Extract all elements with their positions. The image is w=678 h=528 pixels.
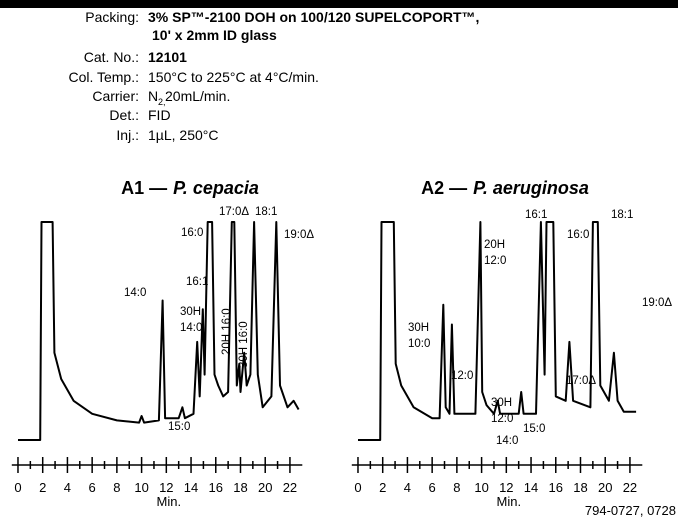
peak-label: 20H 16:0	[221, 308, 233, 355]
x-tick-label: 22	[623, 480, 637, 495]
peak-label: 19:0Δ	[642, 297, 672, 309]
field-value: 10' x 2mm ID glass	[152, 27, 277, 43]
x-tick-label: 20	[258, 480, 272, 495]
x-tick-label: 2	[39, 480, 46, 495]
peak-label: 30H	[408, 322, 429, 334]
peak-label: 12:0	[484, 255, 506, 267]
x-tick-label: 14	[524, 480, 538, 495]
peak-label: 17:0Δ	[219, 206, 249, 218]
field-label: Det.:	[109, 107, 139, 123]
field-value: 1µL, 250°C	[148, 127, 219, 143]
peak-label: 14:0	[496, 435, 518, 447]
x-tick-label: 6	[89, 480, 96, 495]
title-organism: P. aeruginosa	[473, 178, 589, 198]
peak-label: 15:0	[523, 423, 545, 435]
field-label: Carrier:	[92, 88, 139, 104]
trace	[358, 221, 637, 441]
field-label: Packing:	[85, 9, 139, 25]
x-tick-label: 0	[14, 480, 21, 495]
peak-label: 17:0Δ	[566, 375, 596, 387]
peak-label: 19:0Δ	[284, 229, 314, 241]
peak-label: 15:0	[168, 421, 190, 433]
title-organism: P. cepacia	[173, 178, 259, 198]
peak-label: 30H	[491, 397, 512, 409]
peak-label: 16:0	[567, 229, 589, 241]
x-tick-label: 2	[379, 480, 386, 495]
x-tick-label: 0	[354, 480, 361, 495]
peak-label: 16:1	[186, 276, 208, 288]
field-label: Cat. No.:	[84, 49, 139, 65]
field-label: Inj.:	[116, 127, 139, 143]
title-prefix: A1 —	[121, 178, 167, 198]
x-axis-label: Min.	[157, 494, 182, 509]
subscript: 2,	[158, 97, 166, 107]
x-tick-label: 10	[134, 480, 148, 495]
x-tick-label: 22	[283, 480, 297, 495]
peak-label: 14:0	[124, 287, 146, 299]
peak-label: 12:0	[491, 413, 513, 425]
x-tick-label: 18	[233, 480, 247, 495]
x-axis-label: Min.	[497, 494, 522, 509]
x-tick-label: 14	[184, 480, 198, 495]
x-tick-label: 8	[113, 480, 120, 495]
x-tick-label: 10	[474, 480, 488, 495]
trace	[18, 221, 300, 441]
peak-label: 14:0	[180, 322, 202, 334]
field-label: Col. Temp.:	[68, 69, 139, 85]
field-value: 20mL/min.	[165, 88, 230, 104]
field-value: 12101	[148, 49, 187, 65]
peak-label: 20H	[484, 239, 505, 251]
top-bar	[0, 0, 678, 8]
x-tick-label: 4	[404, 480, 411, 495]
x-tick-label: 20	[598, 480, 612, 495]
x-tick-label: 4	[64, 480, 71, 495]
x-tick-label: 18	[573, 480, 587, 495]
field-value: FID	[148, 107, 171, 123]
peak-label: 10:0	[408, 338, 430, 350]
peak-label: 16:0	[181, 227, 203, 239]
field-value: 150°C to 225°C at 4°C/min.	[148, 69, 319, 85]
x-tick-label: 8	[453, 480, 460, 495]
peak-label: 12:0	[451, 370, 473, 382]
peak-label: 18:1	[255, 206, 277, 218]
x-tick-label: 16	[549, 480, 563, 495]
title-prefix: A2 —	[421, 178, 467, 198]
peak-label: 30H	[180, 306, 201, 318]
field-value: 3% SP™-2100 DOH on 100/120 SUPELCOPORT™,	[148, 9, 479, 25]
chart-title: A2 — P. aeruginosa	[421, 178, 589, 198]
x-tick-label: 16	[209, 480, 223, 495]
figure-code: 794-0727, 0728	[585, 503, 676, 518]
peak-label: 16:1	[525, 209, 547, 221]
x-tick-label: 12	[499, 480, 513, 495]
field-value: N	[148, 88, 158, 104]
chart-title: A1 — P. cepacia	[121, 178, 259, 198]
peak-label: 30H 16:0	[238, 321, 250, 368]
x-tick-label: 6	[429, 480, 436, 495]
x-tick-label: 12	[159, 480, 173, 495]
peak-label: 18:1	[611, 209, 633, 221]
